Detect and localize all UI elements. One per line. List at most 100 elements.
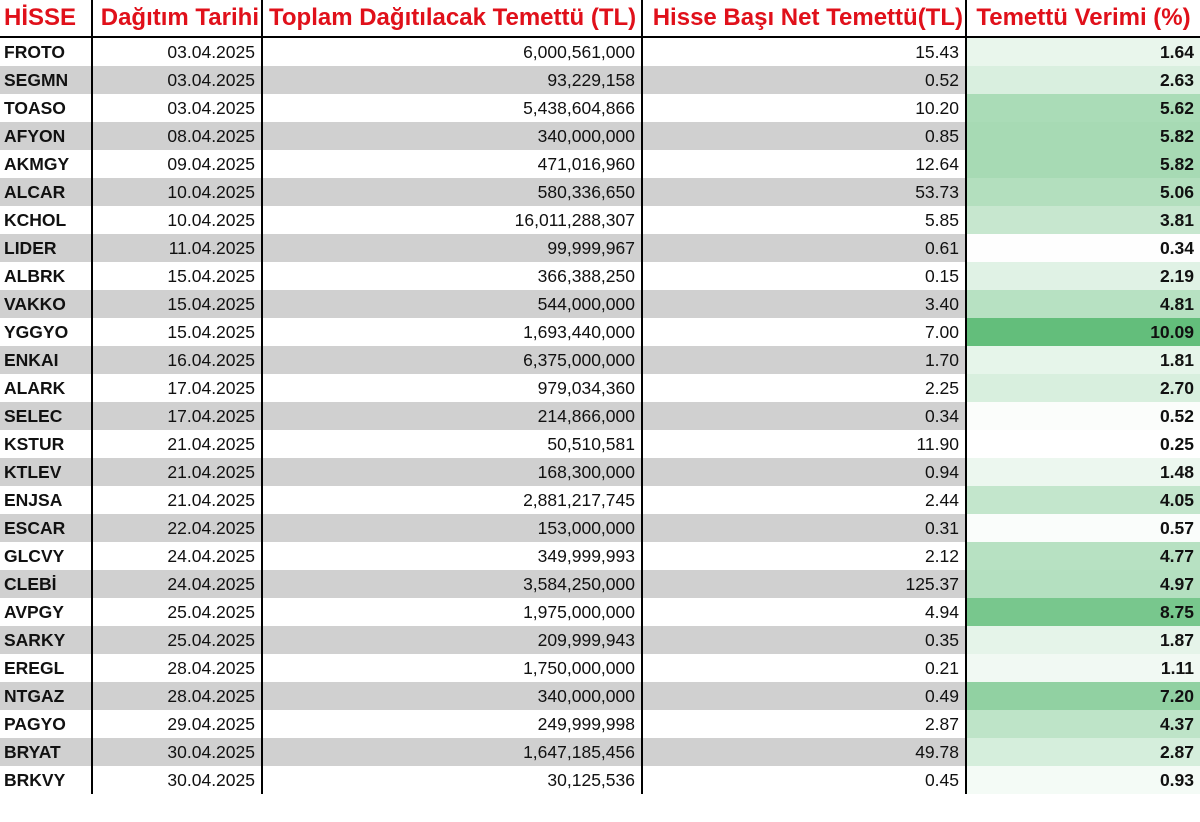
cell-date: 15.04.2025 — [92, 290, 263, 318]
cell-date: 10.04.2025 — [92, 206, 263, 234]
cell-hisse: ESCAR — [0, 514, 93, 542]
cell-total: 6,000,561,000 — [262, 37, 643, 66]
cell-total: 1,750,000,000 — [262, 654, 643, 682]
cell-yield: 3.81 — [966, 206, 1200, 234]
table-row: AKMGY 09.04.2025 471,016,960 12.64 5.82 — [0, 150, 1200, 178]
table-row: LIDER 11.04.2025 99,999,967 0.61 0.34 — [0, 234, 1200, 262]
cell-hisse: ENJSA — [0, 486, 93, 514]
cell-net: 4.94 — [642, 598, 967, 626]
cell-yield: 4.37 — [966, 710, 1200, 738]
table-row: SELEC 17.04.2025 214,866,000 0.34 0.52 — [0, 402, 1200, 430]
table-row: ENJSA 21.04.2025 2,881,217,745 2.44 4.05 — [0, 486, 1200, 514]
cell-total: 99,999,967 — [262, 234, 643, 262]
cell-yield: 2.87 — [966, 738, 1200, 766]
table-row: CLEBİ 24.04.2025 3,584,250,000 125.37 4.97 — [0, 570, 1200, 598]
cell-net: 0.85 — [642, 122, 967, 150]
table-row: NTGAZ 28.04.2025 340,000,000 0.49 7.20 — [0, 682, 1200, 710]
cell-net: 0.21 — [642, 654, 967, 682]
table-row: ESCAR 22.04.2025 153,000,000 0.31 0.57 — [0, 514, 1200, 542]
table-row: AFYON 08.04.2025 340,000,000 0.85 5.82 — [0, 122, 1200, 150]
table-body: FROTO 03.04.2025 6,000,561,000 15.43 1.64 SEG… — [0, 37, 1200, 794]
cell-net: 0.94 — [642, 458, 967, 486]
cell-yield: 8.75 — [966, 598, 1200, 626]
cell-total: 50,510,581 — [262, 430, 643, 458]
cell-net: 15.43 — [642, 37, 967, 66]
cell-yield: 7.20 — [966, 682, 1200, 710]
cell-total: 168,300,000 — [262, 458, 643, 486]
cell-hisse: LIDER — [0, 234, 93, 262]
cell-total: 153,000,000 — [262, 514, 643, 542]
cell-hisse: ALCAR — [0, 178, 93, 206]
cell-date: 09.04.2025 — [92, 150, 263, 178]
cell-total: 580,336,650 — [262, 178, 643, 206]
table-row: ALCAR 10.04.2025 580,336,650 53.73 5.06 — [0, 178, 1200, 206]
table-row: EREGL 28.04.2025 1,750,000,000 0.21 1.11 — [0, 654, 1200, 682]
cell-total: 1,647,185,456 — [262, 738, 643, 766]
cell-date: 15.04.2025 — [92, 262, 263, 290]
cell-hisse: SARKY — [0, 626, 93, 654]
cell-total: 214,866,000 — [262, 402, 643, 430]
cell-net: 0.45 — [642, 766, 967, 794]
cell-date: 30.04.2025 — [92, 766, 263, 794]
cell-yield: 0.57 — [966, 514, 1200, 542]
cell-total: 340,000,000 — [262, 122, 643, 150]
cell-date: 21.04.2025 — [92, 458, 263, 486]
cell-hisse: ALBRK — [0, 262, 93, 290]
cell-hisse: BRKVY — [0, 766, 93, 794]
cell-hisse: VAKKO — [0, 290, 93, 318]
cell-total: 6,375,000,000 — [262, 346, 643, 374]
cell-hisse: KSTUR — [0, 430, 93, 458]
cell-hisse: AVPGY — [0, 598, 93, 626]
cell-date: 28.04.2025 — [92, 654, 263, 682]
cell-net: 0.34 — [642, 402, 967, 430]
cell-date: 24.04.2025 — [92, 542, 263, 570]
cell-net: 7.00 — [642, 318, 967, 346]
table-row: SARKY 25.04.2025 209,999,943 0.35 1.87 — [0, 626, 1200, 654]
cell-yield: 2.63 — [966, 66, 1200, 94]
cell-hisse: AKMGY — [0, 150, 93, 178]
table-row: BRKVY 30.04.2025 30,125,536 0.45 0.93 — [0, 766, 1200, 794]
cell-hisse: SELEC — [0, 402, 93, 430]
cell-hisse: EREGL — [0, 654, 93, 682]
cell-net: 0.31 — [642, 514, 967, 542]
table-row: YGGYO 15.04.2025 1,693,440,000 7.00 10.09 — [0, 318, 1200, 346]
table-row: ENKAI 16.04.2025 6,375,000,000 1.70 1.81 — [0, 346, 1200, 374]
cell-yield: 4.97 — [966, 570, 1200, 598]
table-row: KSTUR 21.04.2025 50,510,581 11.90 0.25 — [0, 430, 1200, 458]
cell-hisse: SEGMN — [0, 66, 93, 94]
cell-date: 21.04.2025 — [92, 486, 263, 514]
cell-hisse: GLCVY — [0, 542, 93, 570]
cell-net: 2.87 — [642, 710, 967, 738]
cell-net: 11.90 — [642, 430, 967, 458]
cell-total: 93,229,158 — [262, 66, 643, 94]
cell-hisse: NTGAZ — [0, 682, 93, 710]
cell-date: 21.04.2025 — [92, 430, 263, 458]
cell-yield: 5.82 — [966, 122, 1200, 150]
cell-yield: 5.06 — [966, 178, 1200, 206]
cell-total: 209,999,943 — [262, 626, 643, 654]
cell-total: 471,016,960 — [262, 150, 643, 178]
table-row: ALARK 17.04.2025 979,034,360 2.25 2.70 — [0, 374, 1200, 402]
cell-total: 979,034,360 — [262, 374, 643, 402]
cell-total: 366,388,250 — [262, 262, 643, 290]
header-row: HİSSE Dağıtım Tarihi Toplam Dağıtılacak … — [0, 0, 1200, 38]
cell-hisse: CLEBİ — [0, 570, 93, 598]
table-row: AVPGY 25.04.2025 1,975,000,000 4.94 8.75 — [0, 598, 1200, 626]
cell-net: 5.85 — [642, 206, 967, 234]
cell-hisse: YGGYO — [0, 318, 93, 346]
cell-yield: 1.64 — [966, 37, 1200, 66]
cell-yield: 5.62 — [966, 94, 1200, 122]
cell-net: 2.25 — [642, 374, 967, 402]
cell-date: 29.04.2025 — [92, 710, 263, 738]
cell-total: 349,999,993 — [262, 542, 643, 570]
cell-hisse: KTLEV — [0, 458, 93, 486]
table-row: ALBRK 15.04.2025 366,388,250 0.15 2.19 — [0, 262, 1200, 290]
cell-date: 16.04.2025 — [92, 346, 263, 374]
cell-yield: 4.05 — [966, 486, 1200, 514]
cell-date: 28.04.2025 — [92, 682, 263, 710]
cell-total: 1,693,440,000 — [262, 318, 643, 346]
cell-hisse: PAGYO — [0, 710, 93, 738]
cell-hisse: ALARK — [0, 374, 93, 402]
cell-yield: 4.81 — [966, 290, 1200, 318]
cell-net: 3.40 — [642, 290, 967, 318]
